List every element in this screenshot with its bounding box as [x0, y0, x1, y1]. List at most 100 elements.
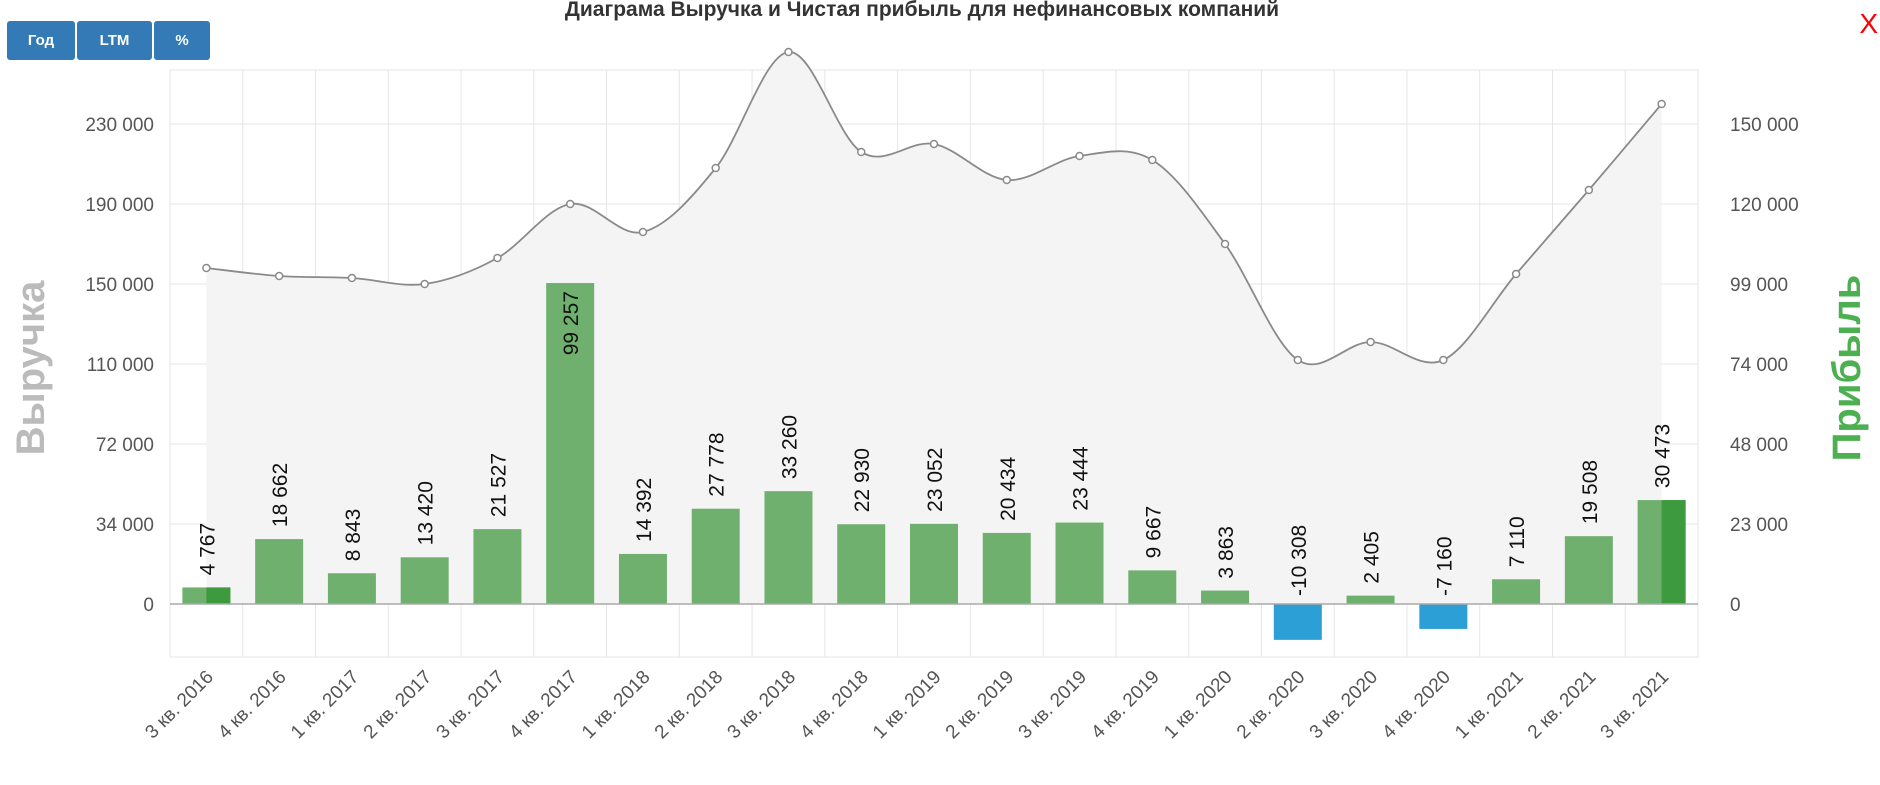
- profit-bar: [982, 532, 1031, 604]
- x-axis-tick-label: 3 кв. 2017: [433, 667, 509, 743]
- profit-bar: [255, 539, 304, 604]
- revenue-point: [420, 279, 429, 289]
- revenue-point: [565, 199, 575, 209]
- profit-data-label: 99 257: [560, 291, 583, 355]
- revenue-point: [784, 47, 793, 57]
- profit-data-label: 13 420: [415, 481, 438, 545]
- profit-bar-highlight: [206, 587, 231, 604]
- revenue-point: [711, 163, 720, 173]
- profit-data-label: 33 260: [778, 415, 801, 479]
- x-axis-tick-label: 3 кв. 2016: [141, 667, 217, 743]
- right-axis-tick-label: 0: [1730, 595, 1741, 616]
- profit-bar: [1492, 579, 1541, 604]
- plot-border: [169, 69, 1699, 658]
- profit-data-label: 23 052: [924, 448, 947, 512]
- right-axis-tick-label: 150 000: [1730, 115, 1799, 136]
- profit-data-label: 18 662: [269, 463, 292, 527]
- percent-button[interactable]: %: [154, 21, 210, 60]
- year-button[interactable]: Год: [7, 21, 75, 60]
- x-axis-tick-label: 1 кв. 2019: [869, 667, 945, 743]
- left-axis-tick-label: 0: [143, 595, 154, 616]
- x-axis-tick-label: 4 кв. 2019: [1087, 667, 1163, 743]
- right-axis-tick-label: 99 000: [1730, 275, 1788, 296]
- x-axis-tick-label: 2 кв. 2019: [942, 667, 1018, 743]
- profit-data-label: 20 434: [997, 456, 1020, 521]
- x-axis-tick-label: 2 кв. 2020: [1233, 667, 1309, 743]
- x-axis-tick-label: 3 кв. 2020: [1306, 667, 1382, 743]
- revenue-point: [929, 139, 939, 149]
- x-axis-tick-label: 4 кв. 2017: [505, 667, 581, 743]
- x-axis-tick-label: 4 кв. 2016: [214, 667, 290, 743]
- profit-bar-highlight: [1661, 500, 1686, 604]
- profit-data-label: 21 527: [487, 453, 510, 517]
- profit-data-label: 9 667: [1142, 506, 1165, 559]
- profit-data-label: 3 863: [1215, 526, 1238, 579]
- profit-bar: [1273, 604, 1322, 640]
- revenue-point: [1439, 355, 1448, 365]
- profit-data-label: -10 308: [1288, 525, 1311, 596]
- revenue-point: [1148, 155, 1157, 165]
- left-axis-tick-label: 72 000: [96, 435, 154, 456]
- profit-bar: [473, 529, 522, 604]
- left-axis-tick-label: 150 000: [85, 275, 154, 296]
- profit-bar: [1564, 536, 1613, 604]
- profit-bar: [837, 524, 886, 604]
- right-axis-title: Прибыль: [1825, 275, 1869, 462]
- left-axis-tick-label: 110 000: [87, 355, 154, 376]
- ltm-button[interactable]: LTM: [77, 21, 152, 60]
- x-axis-tick-label: 3 кв. 2019: [1015, 667, 1091, 743]
- profit-bar: [910, 523, 958, 604]
- profit-data-label: 19 508: [1579, 460, 1602, 524]
- x-axis-tick-label: 4 кв. 2020: [1378, 667, 1454, 743]
- profit-data-label: 23 444: [1070, 446, 1093, 511]
- profit-data-label: 4 767: [196, 523, 219, 576]
- x-axis-tick-label: 2 кв. 2017: [360, 667, 436, 743]
- right-axis-tick-label: 23 000: [1730, 515, 1788, 536]
- profit-bar: [400, 557, 449, 604]
- right-axis-tick-label: 48 000: [1730, 435, 1788, 456]
- profit-bar: [327, 573, 376, 604]
- x-axis-tick-label: 1 кв. 2018: [578, 667, 654, 743]
- right-axis-tick-label: 120 000: [1730, 195, 1799, 216]
- x-axis-tick-label: 4 кв. 2018: [796, 667, 872, 743]
- x-axis-tick-label: 1 кв. 2017: [287, 667, 363, 743]
- x-axis-tick-label: 1 кв. 2021: [1451, 667, 1527, 743]
- revenue-point: [1075, 151, 1084, 161]
- profit-data-label: 8 843: [342, 509, 365, 562]
- revenue-point: [1293, 355, 1303, 365]
- revenue-point: [1584, 185, 1594, 195]
- profit-bar: [1419, 604, 1468, 629]
- x-axis-tick-label: 2 кв. 2018: [651, 667, 727, 743]
- profit-bar: [764, 491, 813, 604]
- period-toggle-group: Год LTM %: [7, 21, 210, 60]
- revenue-point: [856, 147, 866, 157]
- revenue-point: [493, 253, 502, 263]
- right-axis-tick-label: 74 000: [1730, 355, 1788, 376]
- profit-bar: [691, 508, 740, 604]
- revenue-point: [274, 271, 284, 281]
- chart-title: Диаграма Выручка и Чистая прибыль для не…: [565, 0, 1279, 21]
- profit-bar: [1346, 595, 1395, 604]
- revenue-point: [638, 227, 648, 237]
- x-axis-tick-label: 1 кв. 2020: [1160, 667, 1236, 743]
- profit-bar: [618, 553, 667, 604]
- profit-data-label: 2 405: [1361, 531, 1384, 584]
- x-axis-tick-label: 2 кв. 2021: [1524, 667, 1600, 743]
- profit-bar: [1128, 570, 1177, 604]
- left-axis-tick-label: 230 000: [85, 115, 154, 136]
- revenue-point: [1220, 239, 1230, 249]
- close-icon[interactable]: X: [1859, 8, 1878, 39]
- profit-bar: [546, 283, 595, 604]
- profit-data-label: 14 392: [633, 478, 656, 542]
- profit-data-label: 30 473: [1652, 424, 1675, 488]
- left-axis-title: Выручка: [9, 280, 53, 455]
- left-axis-tick-label: 190 000: [85, 195, 154, 216]
- profit-data-label: 27 778: [706, 432, 729, 496]
- revenue-point: [1657, 99, 1666, 109]
- revenue-point: [1002, 175, 1012, 185]
- left-axis-tick-label: 34 000: [96, 515, 154, 536]
- profit-bar: [1055, 522, 1104, 604]
- profit-data-label: -7 160: [1433, 536, 1456, 596]
- x-axis-tick-label: 3 кв. 2021: [1597, 667, 1673, 743]
